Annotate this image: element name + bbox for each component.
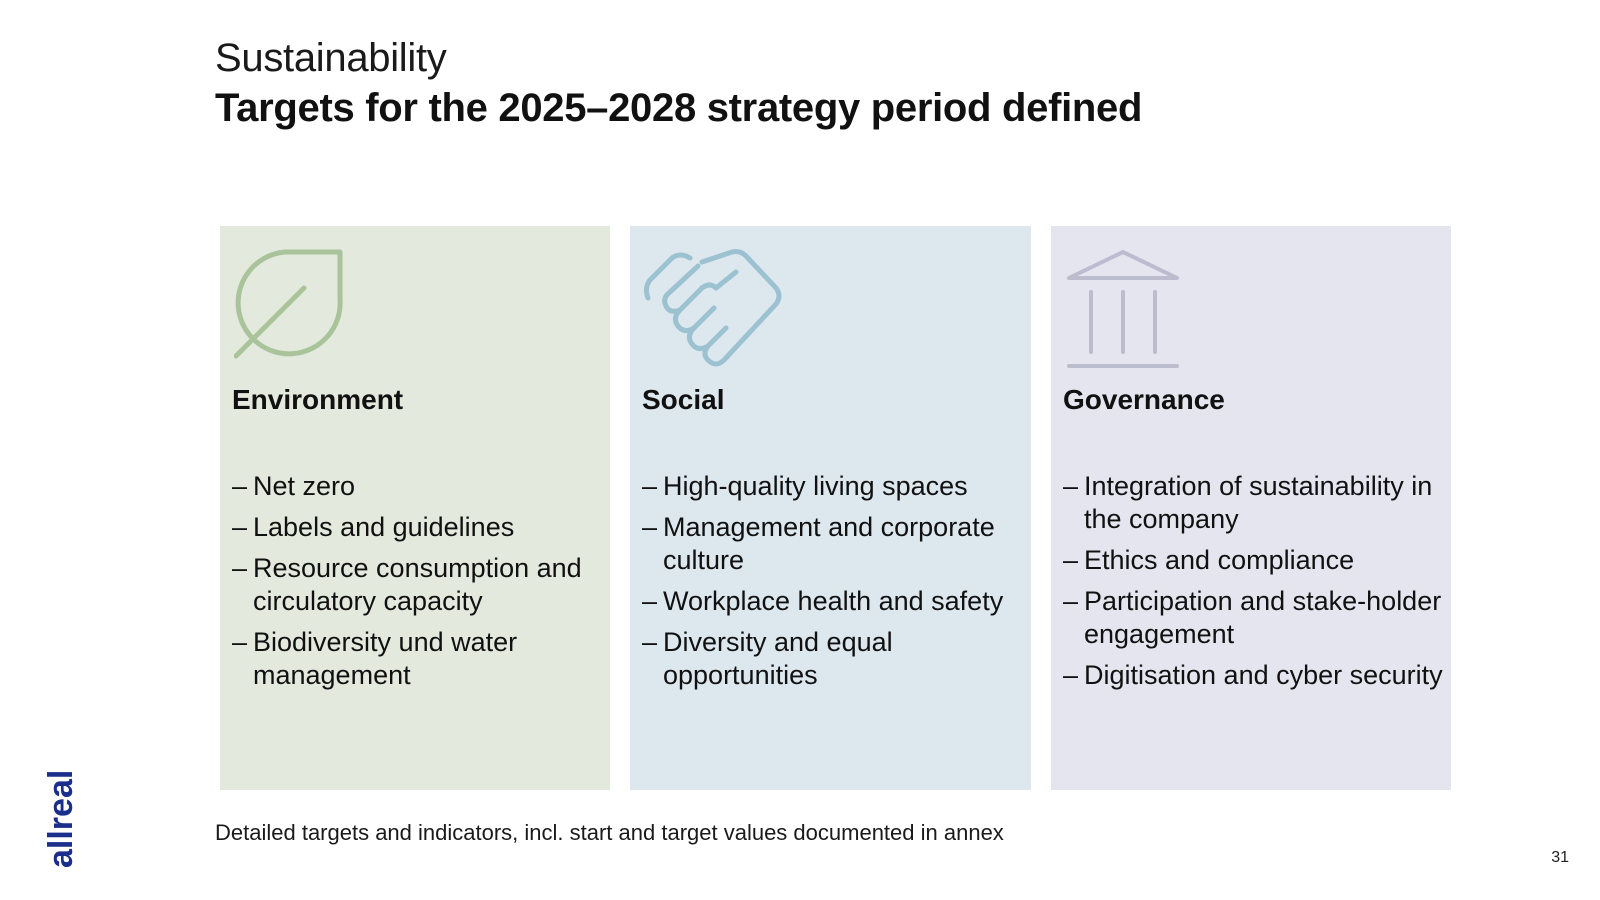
column-title: Social	[642, 384, 725, 415]
target-list: – High-quality living spaces – Management …	[642, 470, 1025, 700]
list-marker: –	[1063, 586, 1079, 616]
list-marker: –	[232, 471, 248, 501]
environment-card: Environment – Net zero – Labels and guidel…	[220, 226, 610, 790]
list-item-text: Integration of sustainability in the com…	[1084, 471, 1433, 534]
list-item: – Digitisation and cyber security	[1063, 659, 1445, 692]
leaf-icon	[233, 248, 346, 365]
list-item-text: Workplace health and safety	[663, 586, 1004, 616]
handshake-icon	[643, 248, 784, 377]
list-item: – Net zero	[232, 470, 604, 503]
list-item-text: Labels and guidelines	[253, 512, 515, 542]
logo-text: allreal	[46, 770, 78, 868]
list-item-text: High-quality living spaces	[663, 471, 968, 501]
list-item: – Biodiversity und water management	[232, 626, 604, 692]
list-item-text: Net zero	[253, 471, 356, 501]
column-title: Governance	[1063, 384, 1225, 415]
list-item-text: Ethics and compliance	[1084, 545, 1355, 575]
institution-icon	[1065, 248, 1181, 375]
list-marker: –	[1063, 545, 1079, 575]
list-marker: –	[642, 627, 658, 657]
page-number: 31	[1551, 849, 1569, 866]
list-marker: –	[642, 471, 658, 501]
list-item: – Integration of sustainability in the co…	[1063, 470, 1445, 536]
list-item: – Labels and guidelines	[232, 511, 604, 544]
list-marker: –	[232, 512, 248, 542]
list-item-text: Digitisation and cyber security	[1084, 660, 1443, 690]
list-item: – Diversity and equal opportunities	[642, 626, 1025, 692]
list-item: – Ethics and compliance	[1063, 544, 1445, 577]
list-item: – Resource consumption and circulatory ca…	[232, 552, 604, 618]
allreal-logo: allreal	[42, 756, 80, 868]
list-marker: –	[1063, 471, 1079, 501]
list-item-text: Diversity and equal opportunities	[663, 627, 893, 690]
list-item: – Management and corporate culture	[642, 511, 1025, 577]
list-marker: –	[642, 586, 658, 616]
list-item-text: Management and corporate culture	[663, 512, 995, 575]
list-item-text: Participation and stake-holder engagemen…	[1084, 586, 1442, 649]
governance-card: Governance – Integration of sustainabilit…	[1051, 226, 1451, 790]
column-title: Environment	[232, 384, 404, 415]
list-item: – Participation and stake-holder engageme…	[1063, 585, 1445, 651]
target-list: – Net zero – Labels and guidelines – Resour…	[232, 470, 604, 700]
list-item-text: Resource consumption and circulatory cap…	[253, 553, 582, 616]
list-item: – Workplace health and safety	[642, 585, 1025, 618]
list-marker: –	[642, 512, 658, 542]
list-marker: –	[232, 553, 248, 583]
footnote: Detailed targets and indicators, incl. s…	[215, 820, 1004, 845]
list-item-text: Biodiversity und water management	[253, 627, 518, 690]
list-item: – High-quality living spaces	[642, 470, 1025, 503]
social-card: Social – High-quality living spaces – Mana…	[630, 226, 1031, 790]
target-list: – Integration of sustainability in the co…	[1063, 470, 1445, 700]
section-kicker: Sustainability	[215, 36, 447, 80]
page-title: Targets for the 2025–2028 strategy perio…	[215, 86, 1143, 130]
list-marker: –	[232, 627, 248, 657]
list-marker: –	[1063, 660, 1079, 690]
